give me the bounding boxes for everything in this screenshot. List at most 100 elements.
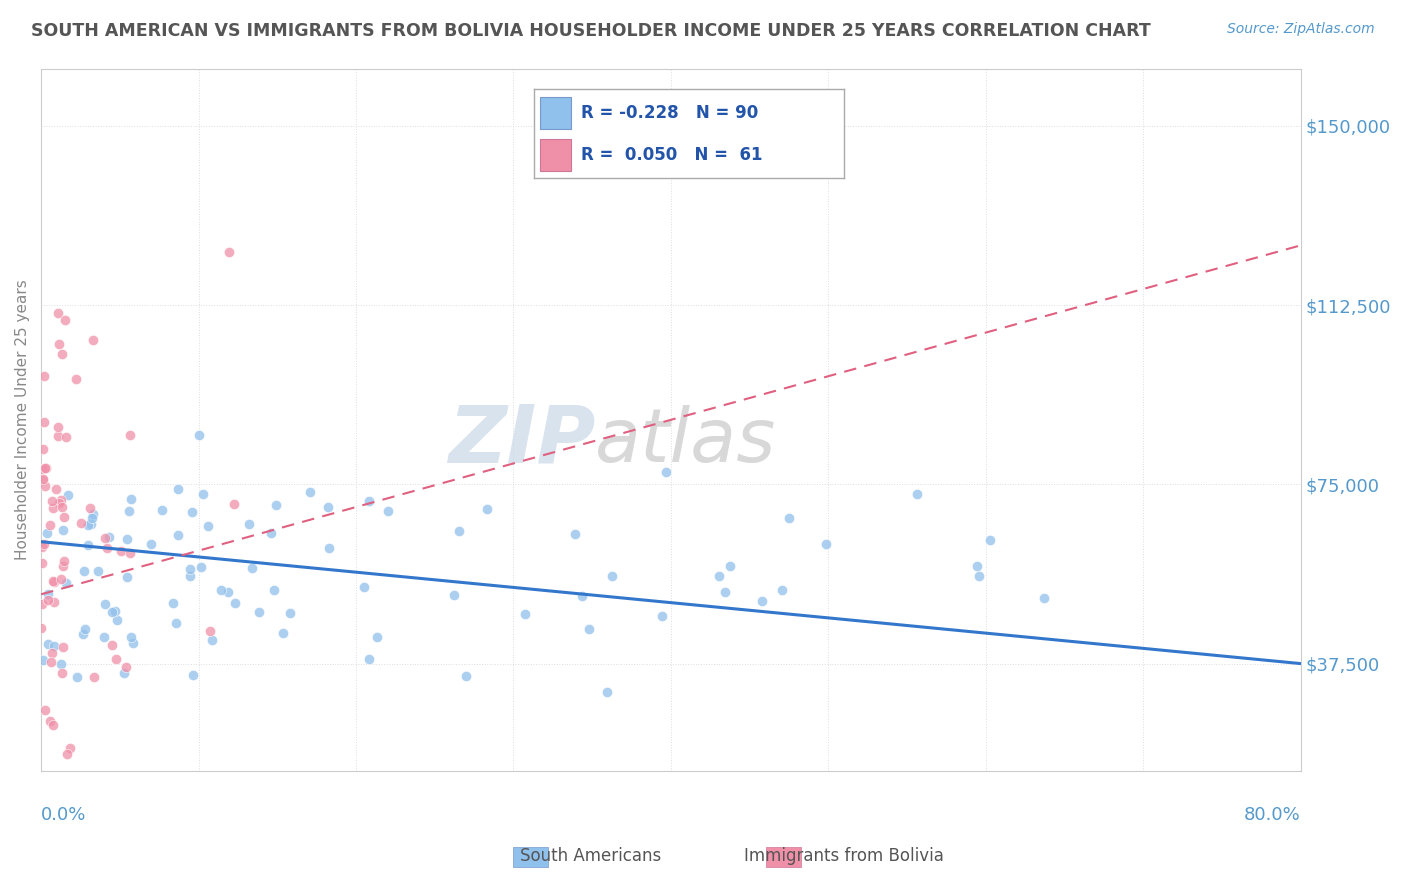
- Point: [51, 666, 73, 681]
- Point: [200, 624, 222, 638]
- Point: [34, 537, 56, 551]
- Point: [112, 666, 135, 681]
- Point: [353, 581, 375, 595]
- Text: 0.0%: 0.0%: [41, 806, 87, 824]
- Point: [46, 429, 69, 443]
- Point: [242, 561, 264, 575]
- Point: [120, 427, 142, 442]
- Point: [65, 371, 87, 385]
- Point: [42, 595, 65, 609]
- Text: Source: ZipAtlas.com: Source: ZipAtlas.com: [1227, 22, 1375, 37]
- Point: [94, 597, 117, 611]
- Point: [87, 564, 110, 578]
- Point: [366, 630, 388, 644]
- Point: [188, 427, 211, 442]
- Text: R = -0.228   N = 90: R = -0.228 N = 90: [581, 104, 758, 122]
- Point: [66, 670, 89, 684]
- Point: [564, 526, 586, 541]
- Point: [38, 714, 60, 728]
- Point: [31, 462, 53, 476]
- Point: [104, 604, 127, 618]
- Text: 80.0%: 80.0%: [1244, 806, 1301, 824]
- Point: [602, 569, 624, 583]
- Point: [217, 585, 239, 599]
- Point: [35, 461, 58, 475]
- Point: [905, 487, 928, 501]
- Point: [42, 718, 65, 732]
- Point: [751, 594, 773, 608]
- Point: [41, 493, 63, 508]
- Point: [34, 703, 56, 717]
- Point: [260, 526, 283, 541]
- Point: [34, 479, 56, 493]
- Point: [166, 483, 188, 497]
- Point: [42, 575, 65, 590]
- Point: [967, 569, 990, 583]
- Point: [167, 528, 190, 542]
- Point: [110, 544, 132, 558]
- Point: [179, 562, 201, 576]
- Point: [357, 494, 380, 508]
- Point: [120, 491, 142, 506]
- Point: [709, 568, 731, 582]
- FancyBboxPatch shape: [540, 97, 571, 129]
- Point: [82, 333, 104, 347]
- Point: [596, 685, 619, 699]
- Point: [79, 517, 101, 532]
- Point: [51, 500, 73, 514]
- Point: [447, 524, 470, 538]
- Point: [34, 461, 56, 475]
- Point: [32, 652, 55, 666]
- Point: [224, 497, 246, 511]
- Point: [655, 465, 678, 479]
- Point: [122, 636, 145, 650]
- Point: [105, 613, 128, 627]
- Point: [150, 502, 173, 516]
- Point: [271, 625, 294, 640]
- Point: [101, 605, 124, 619]
- Point: [979, 533, 1001, 548]
- Point: [51, 347, 73, 361]
- Point: [162, 596, 184, 610]
- Point: [58, 488, 80, 502]
- Point: [31, 540, 53, 554]
- Point: [96, 541, 118, 555]
- Point: [513, 607, 536, 622]
- Point: [115, 570, 138, 584]
- Text: atlas: atlas: [595, 405, 776, 477]
- Point: [31, 598, 53, 612]
- FancyBboxPatch shape: [540, 139, 571, 171]
- Point: [42, 639, 65, 653]
- Point: [165, 615, 187, 630]
- Point: [41, 646, 63, 660]
- Point: [72, 627, 94, 641]
- Point: [80, 511, 103, 525]
- Point: [37, 526, 59, 541]
- Point: [46, 420, 69, 434]
- Point: [1033, 591, 1056, 605]
- Point: [814, 537, 837, 551]
- Point: [181, 505, 204, 519]
- Point: [651, 609, 673, 624]
- Point: [41, 574, 63, 589]
- Point: [32, 473, 55, 487]
- Point: [39, 517, 62, 532]
- Point: [39, 655, 62, 669]
- Point: [218, 244, 240, 259]
- Text: R =  0.050   N =  61: R = 0.050 N = 61: [581, 146, 762, 164]
- Point: [201, 633, 224, 648]
- Point: [266, 499, 288, 513]
- Point: [77, 538, 100, 552]
- Point: [179, 569, 201, 583]
- Point: [101, 638, 124, 652]
- Point: [190, 560, 212, 574]
- Point: [120, 630, 142, 644]
- Point: [115, 532, 138, 546]
- Point: [224, 597, 246, 611]
- Point: [477, 502, 499, 516]
- Point: [209, 582, 232, 597]
- Point: [456, 668, 478, 682]
- Point: [191, 486, 214, 500]
- Point: [778, 511, 800, 525]
- Point: [51, 657, 73, 672]
